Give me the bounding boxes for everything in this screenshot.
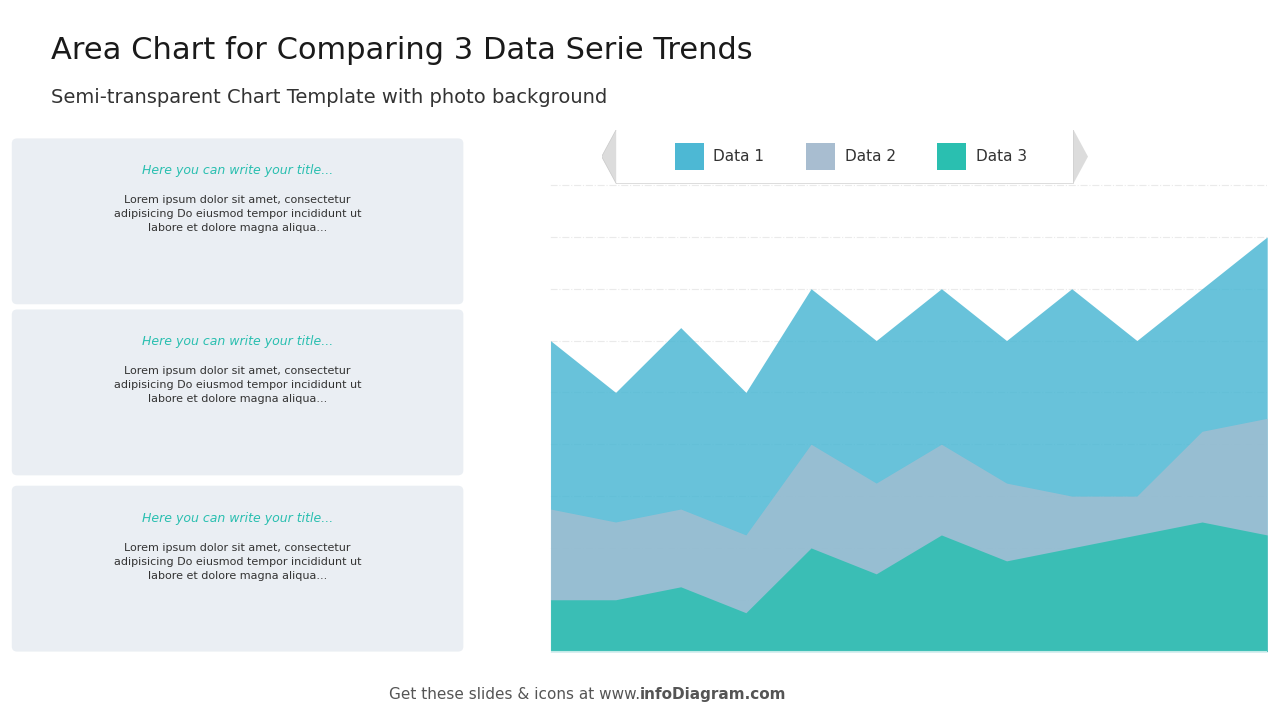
Text: Semi-transparent Chart Template with photo background: Semi-transparent Chart Template with pho… xyxy=(51,88,608,107)
Text: Here you can write your title...: Here you can write your title... xyxy=(142,336,333,348)
Text: Get these slides & icons at www.: Get these slides & icons at www. xyxy=(389,688,640,702)
Text: Lorem ipsum dolor sit amet, consectetur
adipisicing Do eiusmod tempor incididunt: Lorem ipsum dolor sit amet, consectetur … xyxy=(114,366,361,405)
Text: infoDiagram.com: infoDiagram.com xyxy=(640,688,786,702)
Polygon shape xyxy=(602,130,616,184)
FancyBboxPatch shape xyxy=(12,138,463,305)
Text: Area Chart for Comparing 3 Data Serie Trends: Area Chart for Comparing 3 Data Serie Tr… xyxy=(51,36,753,66)
Text: Here you can write your title...: Here you can write your title... xyxy=(142,164,333,177)
FancyBboxPatch shape xyxy=(12,310,463,475)
Polygon shape xyxy=(1074,130,1088,184)
Text: Lorem ipsum dolor sit amet, consectetur
adipisicing Do eiusmod tempor incididunt: Lorem ipsum dolor sit amet, consectetur … xyxy=(114,195,361,233)
FancyBboxPatch shape xyxy=(12,486,463,652)
Polygon shape xyxy=(602,130,1074,184)
Text: Data 3: Data 3 xyxy=(977,149,1028,164)
Text: Data 2: Data 2 xyxy=(845,149,896,164)
Bar xyxy=(675,143,704,170)
Bar xyxy=(806,143,835,170)
Text: Data 1: Data 1 xyxy=(713,149,764,164)
Text: All Charts are Data-Driven Excel Charts: All Charts are Data-Driven Excel Charts xyxy=(893,65,1231,79)
Text: Lorem ipsum dolor sit amet, consectetur
adipisicing Do eiusmod tempor incididunt: Lorem ipsum dolor sit amet, consectetur … xyxy=(114,543,361,581)
Bar xyxy=(937,143,966,170)
Text: Here you can write your title...: Here you can write your title... xyxy=(142,512,333,525)
